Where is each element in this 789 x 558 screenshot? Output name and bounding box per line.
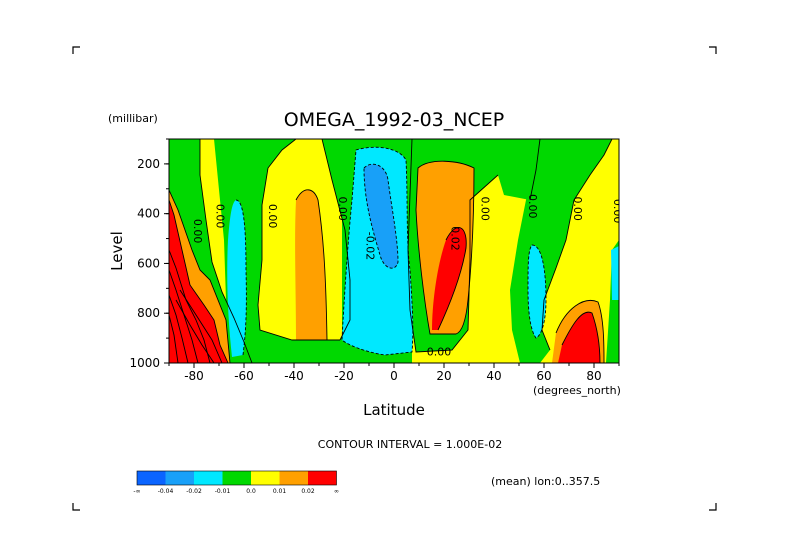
region-cyan-tropics bbox=[342, 147, 413, 355]
x-tick-label: 80 bbox=[586, 369, 601, 383]
y-tick-label: 400 bbox=[137, 207, 160, 221]
region-orange-sh bbox=[295, 189, 327, 340]
crop-marks bbox=[72, 46, 717, 511]
y-units: (millibar) bbox=[108, 112, 158, 125]
y-tick-label: 800 bbox=[137, 306, 160, 320]
colorbar-swatch bbox=[137, 471, 166, 485]
contour-lines bbox=[169, 139, 613, 363]
contour-labels: 0.00 0.00 0.00 0.00 -0.02 0.02 0.00 0.00 0.00 0.0… bbox=[191, 194, 624, 359]
contour-lines-negative bbox=[235, 146, 547, 356]
x-tick-label: -20 bbox=[334, 369, 354, 383]
contour-label: 0.02 bbox=[449, 226, 462, 251]
colorbar-label: 0.01 bbox=[273, 488, 287, 495]
region-red-nh-sub bbox=[432, 227, 467, 330]
colorbar-swatch bbox=[279, 471, 308, 485]
colorbar: -∞ -0.04 -0.02 -0.01 0.0 0.01 0.02 ∞ bbox=[133, 470, 339, 495]
colorbar-label: -∞ bbox=[133, 488, 140, 495]
colorbar-label: 0.0 bbox=[246, 488, 256, 495]
contour-interval: CONTOUR INTERVAL = 1.000E-02 bbox=[318, 438, 502, 451]
region-cyan-pole bbox=[611, 246, 619, 300]
contour-label: 0.00 bbox=[214, 204, 227, 229]
y-tick-label: 600 bbox=[137, 256, 160, 270]
region-cyan-nh bbox=[528, 245, 546, 338]
contour-label: 0.00 bbox=[571, 196, 584, 221]
colorbar-frame bbox=[136, 470, 337, 486]
x-tick-label: 20 bbox=[436, 369, 451, 383]
region-blue-tropics bbox=[364, 164, 398, 269]
x-axis: -80 -60 -40 -20 0 20 40 60 80 bbox=[168, 363, 620, 383]
region-green-sh-mid bbox=[214, 139, 350, 363]
x-axis-label: Latitude bbox=[363, 401, 425, 419]
colorbar-swatch bbox=[194, 471, 223, 485]
contour-label: 0.00 bbox=[336, 196, 349, 221]
colorbar-label: -0.02 bbox=[186, 488, 202, 495]
x-tick-label: -60 bbox=[234, 369, 254, 383]
region-red-sh-pole bbox=[169, 200, 228, 363]
contour-label: 0.00 bbox=[266, 204, 279, 229]
x-tick-label: 40 bbox=[486, 369, 501, 383]
y-tick-label: 200 bbox=[137, 157, 160, 171]
y-axis-label: Level bbox=[108, 231, 126, 271]
x-tick-label: 60 bbox=[536, 369, 551, 383]
colorbar-label: -0.01 bbox=[215, 488, 231, 495]
contour-label: 0.00 bbox=[427, 346, 452, 359]
colorbar-swatch bbox=[222, 471, 251, 485]
colorbar-swatch bbox=[251, 471, 280, 485]
contour-label: -0.02 bbox=[364, 232, 377, 260]
y-tick-label: 1000 bbox=[129, 356, 160, 370]
x-tick-label: -40 bbox=[284, 369, 304, 383]
colorbar-swatch bbox=[308, 471, 337, 485]
colorbar-label: -0.04 bbox=[158, 488, 174, 495]
colorbar-swatch bbox=[165, 471, 194, 485]
colorbar-label: 0.02 bbox=[301, 488, 315, 495]
colorbar-label: ∞ bbox=[334, 488, 339, 495]
x-units: (degrees_north) bbox=[533, 384, 621, 397]
x-tick-label: -80 bbox=[184, 369, 204, 383]
contour-label: 0.00 bbox=[526, 194, 539, 219]
contour-label: 0.00 bbox=[479, 196, 492, 221]
region-red-nh-pole bbox=[558, 312, 600, 363]
mean-note: (mean) lon:0..357.5 bbox=[491, 475, 600, 488]
contour-label: 0.00 bbox=[611, 199, 624, 224]
x-tick-label: 0 bbox=[390, 369, 398, 383]
region-cyan-sh bbox=[227, 200, 247, 357]
y-axis: 200 400 600 800 1000 bbox=[129, 138, 169, 370]
plot-area: 0.00 0.00 0.00 0.00 -0.02 0.02 0.00 0.00 0.00 0.0… bbox=[169, 139, 624, 363]
chart-title: OMEGA_1992-03_NCEP bbox=[284, 109, 504, 131]
contour-label: 0.00 bbox=[191, 219, 204, 244]
